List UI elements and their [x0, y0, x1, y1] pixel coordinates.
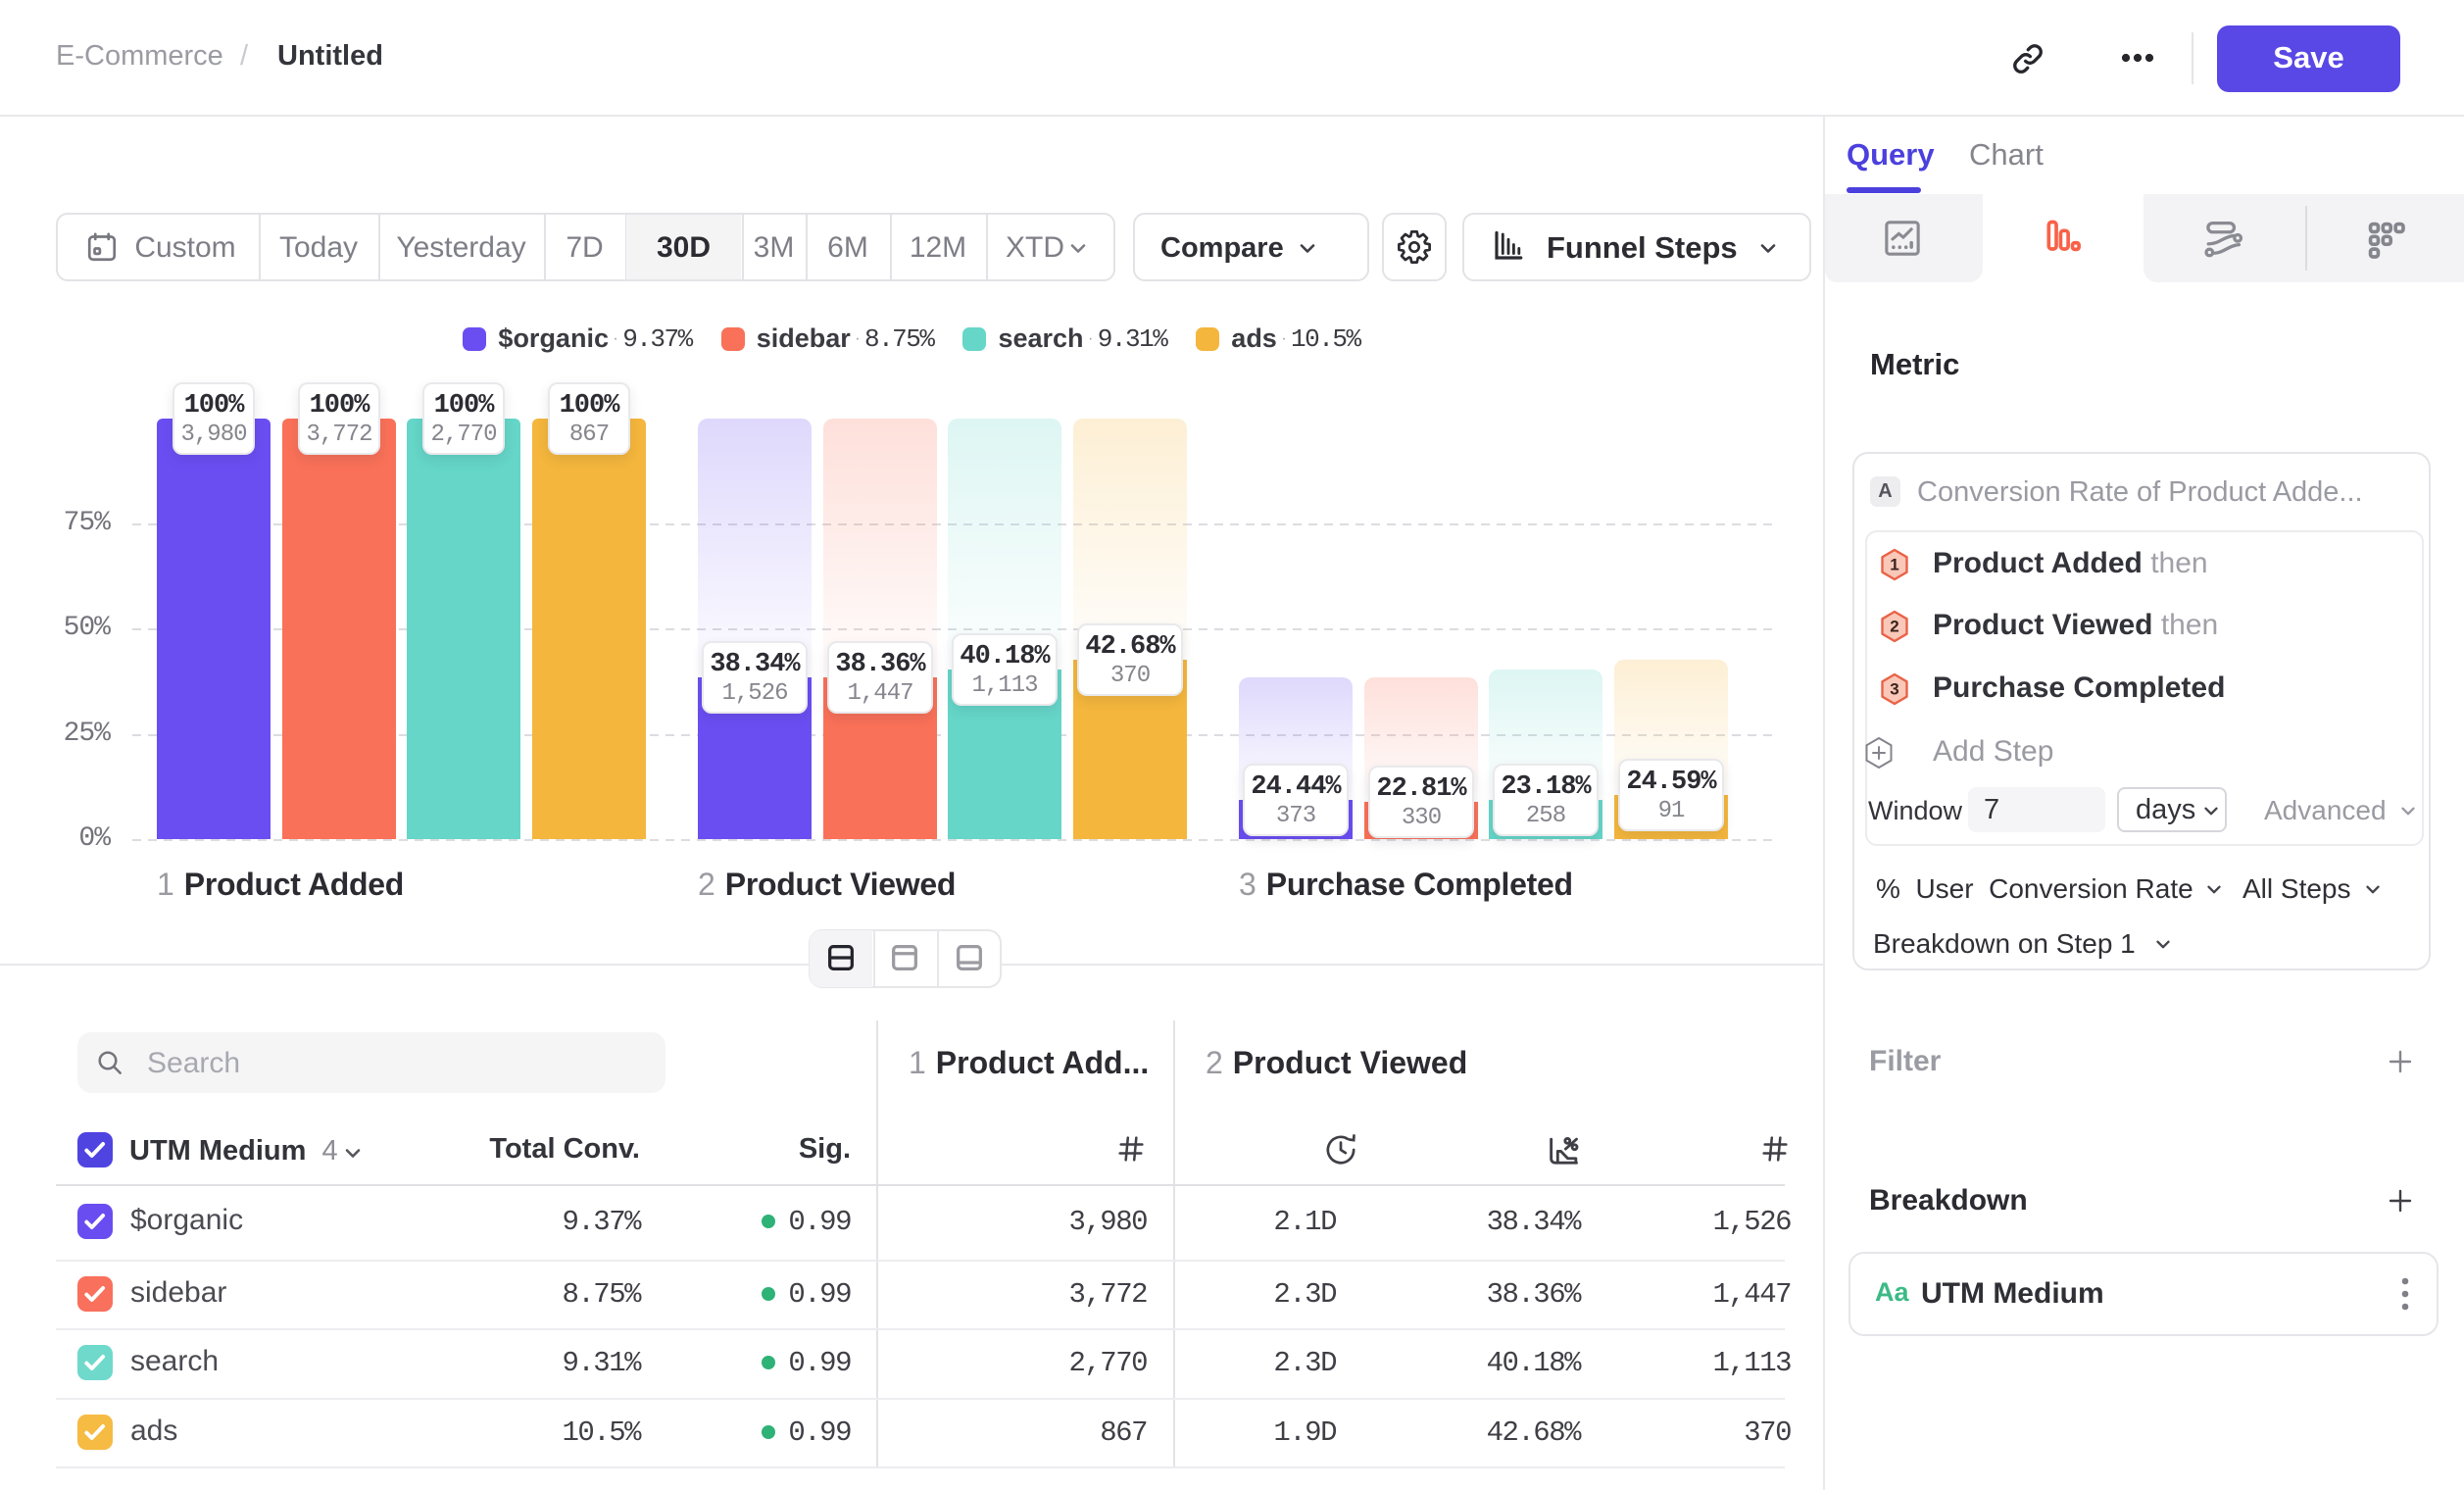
svg-text:1: 1 [1890, 556, 1898, 574]
svg-text:3: 3 [1890, 680, 1898, 699]
svg-text:2: 2 [1890, 618, 1898, 636]
